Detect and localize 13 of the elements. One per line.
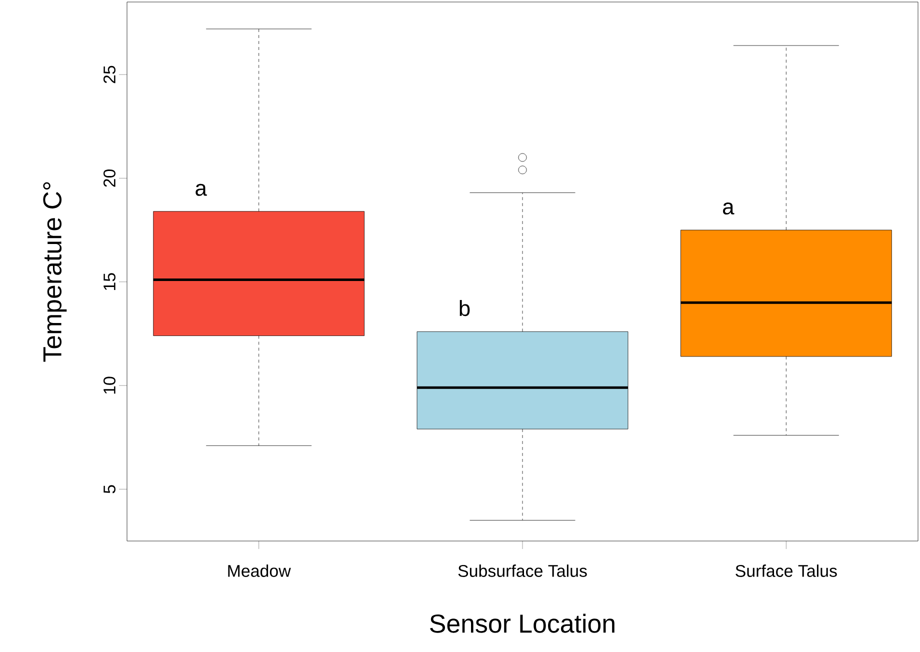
x-axis-title: Sensor Location xyxy=(430,614,614,633)
y-tick-label: 10 xyxy=(103,376,116,394)
y-tick-label: 15 xyxy=(104,273,116,290)
y-tick-label: 5 xyxy=(104,485,116,494)
y-tick-label: 20 xyxy=(103,169,116,187)
annotation: a xyxy=(723,202,734,215)
y-tick-label: 25 xyxy=(103,66,116,84)
x-tick-label: Meadow xyxy=(228,564,291,577)
x-tick-label: Surface Talus xyxy=(736,564,837,577)
y-axis-title: Temperature C° xyxy=(43,182,67,362)
x-tick-label: Subsurface Talus xyxy=(458,564,587,577)
annotation: b xyxy=(460,300,470,316)
annotation: a xyxy=(196,184,207,196)
